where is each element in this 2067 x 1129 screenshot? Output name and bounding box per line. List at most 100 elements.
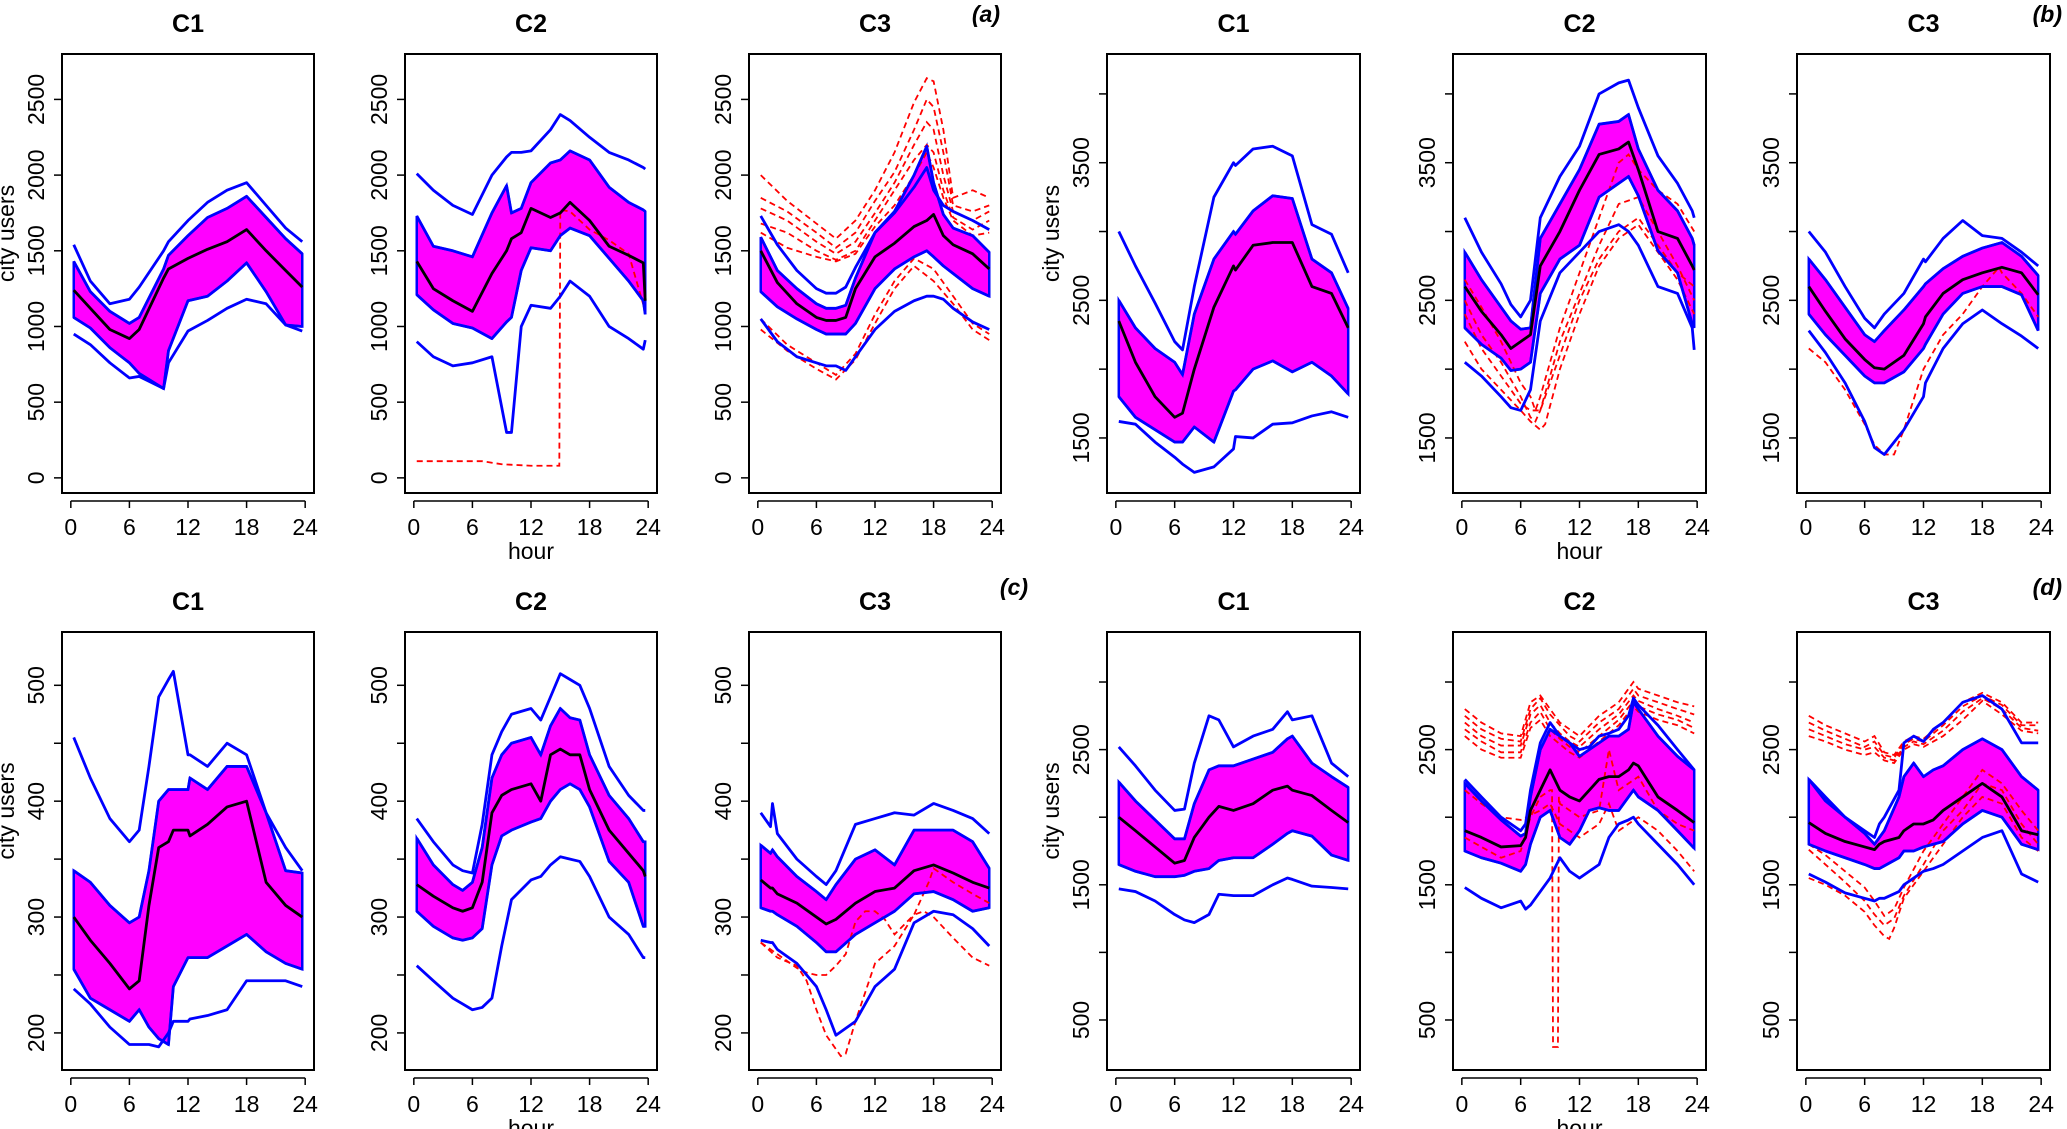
y-tick-label: 300	[23, 898, 49, 936]
x-tick-label: 12	[175, 1091, 201, 1117]
x-tick-label: 18	[234, 1091, 260, 1117]
x-tick-label: 24	[2028, 1091, 2054, 1117]
band-lower-edge	[1117, 359, 1350, 444]
y-tick-label: 1500	[1758, 859, 1784, 910]
y-tick-label: 1500	[1068, 412, 1094, 463]
lower-envelope	[760, 909, 991, 1037]
x-tick-label: 12	[518, 514, 544, 540]
subplot-c-c1: C1 0 6 12 18 24 200 300 400 500 city users	[0, 588, 318, 1117]
subplot-title: C3	[859, 10, 891, 38]
x-tick-label: 24	[635, 1091, 661, 1117]
y-tick-label: 2500	[1068, 724, 1094, 775]
y-tick-label: 400	[366, 782, 392, 820]
band-lower-edge	[760, 890, 990, 954]
median-curve	[415, 747, 647, 913]
lower-envelope	[1808, 829, 2039, 903]
x-axis-label: hour	[1556, 1115, 1602, 1129]
band-upper-edge	[415, 707, 646, 892]
x-tick-label: 6	[466, 514, 479, 540]
outlier-curve	[760, 97, 990, 249]
x-tick-label: 12	[1567, 514, 1593, 540]
x-axis: 0 6 12 18 24	[1109, 500, 1364, 540]
band-lower-edge	[415, 226, 647, 340]
x-axis: 0 6 12 18 24 hour	[1455, 500, 1710, 564]
x-tick-label: 12	[1567, 1091, 1593, 1117]
median-curve	[1117, 241, 1350, 419]
y-tick-label: 2500	[1068, 275, 1094, 326]
outlier-curve	[760, 150, 990, 263]
median-curve	[1463, 140, 1696, 350]
y-axis-label: city users	[1038, 185, 1064, 282]
upper-envelope	[1807, 694, 2039, 839]
lower-envelope	[1463, 223, 1696, 412]
y-tick-label: 3500	[1414, 137, 1440, 188]
y-axis: 200 300 400 500	[710, 666, 749, 1052]
median-curve	[72, 228, 304, 340]
plot-area	[415, 672, 647, 1012]
y-tick-label: 1500	[1414, 859, 1440, 910]
x-tick-label: 6	[810, 1091, 823, 1117]
central-band	[72, 765, 304, 1047]
x-tick-label: 6	[1858, 1091, 1871, 1117]
x-tick-label: 24	[292, 1091, 318, 1117]
plot-frame	[61, 53, 315, 494]
x-tick-label: 18	[1626, 514, 1652, 540]
lower-envelope	[1807, 308, 2040, 456]
upper-envelope	[72, 181, 304, 306]
median-curve	[1808, 782, 2039, 852]
y-axis: 200 300 400 500 city users	[0, 666, 62, 1052]
band-lower-edge	[1463, 175, 1696, 372]
outlier-curve	[760, 143, 990, 261]
lower-envelope	[1118, 876, 1349, 925]
outlier-curve	[1464, 749, 1695, 1048]
plot-frame	[1796, 631, 2051, 1071]
x-tick-label: 18	[1280, 514, 1306, 540]
subplot-d-c2: C2 0 6 12 18 24 hour 500 1500 2500	[1414, 588, 1710, 1129]
plot-frame	[748, 631, 1002, 1071]
x-tick-label: 18	[577, 1091, 603, 1117]
subplot-title: C2	[1564, 588, 1596, 616]
x-tick-label: 6	[1858, 514, 1871, 540]
x-tick-label: 24	[979, 514, 1005, 540]
band-upper-edge	[1463, 700, 1696, 838]
y-axis: 0 500 1000 1500 2000 2500 city users	[0, 74, 62, 484]
x-tick-label: 24	[1684, 1091, 1710, 1117]
band-upper-edge	[759, 144, 991, 310]
subplot-a-c3: C3 0 6 12 18 24 0 500 1000 1500 2000 2500	[710, 10, 1005, 540]
y-axis: 0 500 1000 1500 2000 2500	[710, 74, 749, 484]
x-tick-label: 24	[292, 514, 318, 540]
band-lower-edge	[72, 261, 303, 390]
outlier-curve	[760, 120, 990, 255]
x-tick-label: 12	[862, 514, 888, 540]
x-tick-label: 0	[1799, 1091, 1812, 1117]
outlier-curve	[1464, 680, 1695, 738]
subplot-d-c3: C3 0 6 12 18 24 500 1500 2500	[1758, 588, 2054, 1117]
y-tick-label: 2500	[1414, 275, 1440, 326]
outlier-curve	[1464, 223, 1696, 431]
lower-envelope	[415, 855, 646, 1012]
median-curve	[1117, 784, 1350, 865]
y-tick-label: 200	[366, 1014, 392, 1052]
lower-envelope	[72, 979, 303, 1049]
x-axis: 0 6 12 18 24 hour	[407, 1077, 661, 1129]
outlier-curve	[760, 77, 990, 240]
subplot-b-c3: C3 0 6 12 18 24 1500 2500 3500	[1758, 10, 2054, 540]
x-axis: 0 6 12 18 24	[751, 1077, 1005, 1117]
y-tick-label: 200	[710, 1014, 736, 1052]
plot-frame	[1452, 631, 1707, 1071]
x-axis: 0 6 12 18 24 hour	[407, 500, 661, 564]
y-tick-label: 2500	[1758, 724, 1784, 775]
subplot-c-c3: C3 0 6 12 18 24 200 300 400 500	[710, 588, 1005, 1117]
outlier-curve	[1464, 153, 1695, 414]
plot-frame	[1106, 53, 1361, 494]
band-lower-edge	[1807, 285, 2040, 385]
subplot-title: C1	[1218, 10, 1250, 38]
upper-envelope	[415, 672, 646, 875]
outlier-curve	[1464, 789, 1695, 872]
x-tick-label: 0	[1455, 1091, 1468, 1117]
